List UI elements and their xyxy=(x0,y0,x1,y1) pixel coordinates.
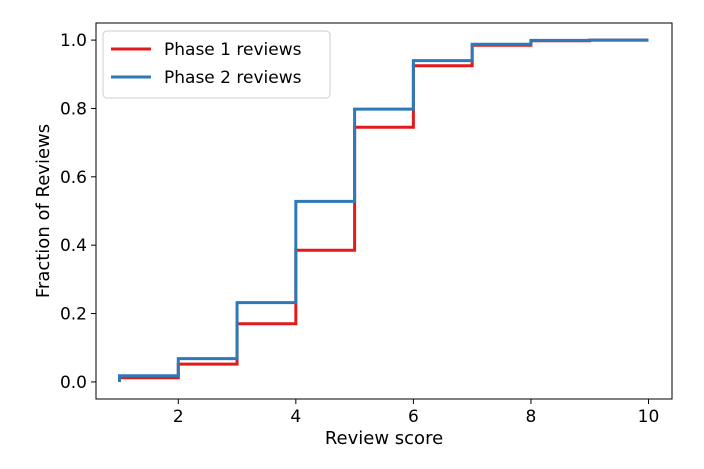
y-tick-label: 0.6 xyxy=(60,168,87,188)
y-axis-label: Fraction of Reviews xyxy=(33,124,54,298)
x-tick-label: 6 xyxy=(408,407,419,427)
x-axis-label: Review score xyxy=(325,428,443,449)
legend-box xyxy=(102,30,331,99)
y-tick-label: 0.4 xyxy=(60,236,87,256)
y-tick-label: 0.0 xyxy=(60,373,87,393)
legend-label-phase-2: Phase 2 reviews xyxy=(164,68,302,88)
y-tick-label: 0.2 xyxy=(60,305,87,325)
legend: Phase 1 reviews Phase 2 reviews xyxy=(102,30,331,99)
axes-layer: 2 4 6 8 10 0.0 0.2 0.4 0.6 0.8 1.0 xyxy=(60,31,659,427)
series-layer xyxy=(118,38,649,382)
y-tick-label: 0.8 xyxy=(60,99,87,119)
x-tick-label: 10 xyxy=(638,407,660,427)
x-tick-label: 8 xyxy=(526,407,537,427)
y-tick-label: 1.0 xyxy=(60,31,87,51)
x-tick-label: 2 xyxy=(173,407,184,427)
legend-label-phase-1: Phase 1 reviews xyxy=(164,40,302,60)
series-line-phase-2 xyxy=(118,38,649,382)
x-tick-label: 4 xyxy=(290,407,301,427)
